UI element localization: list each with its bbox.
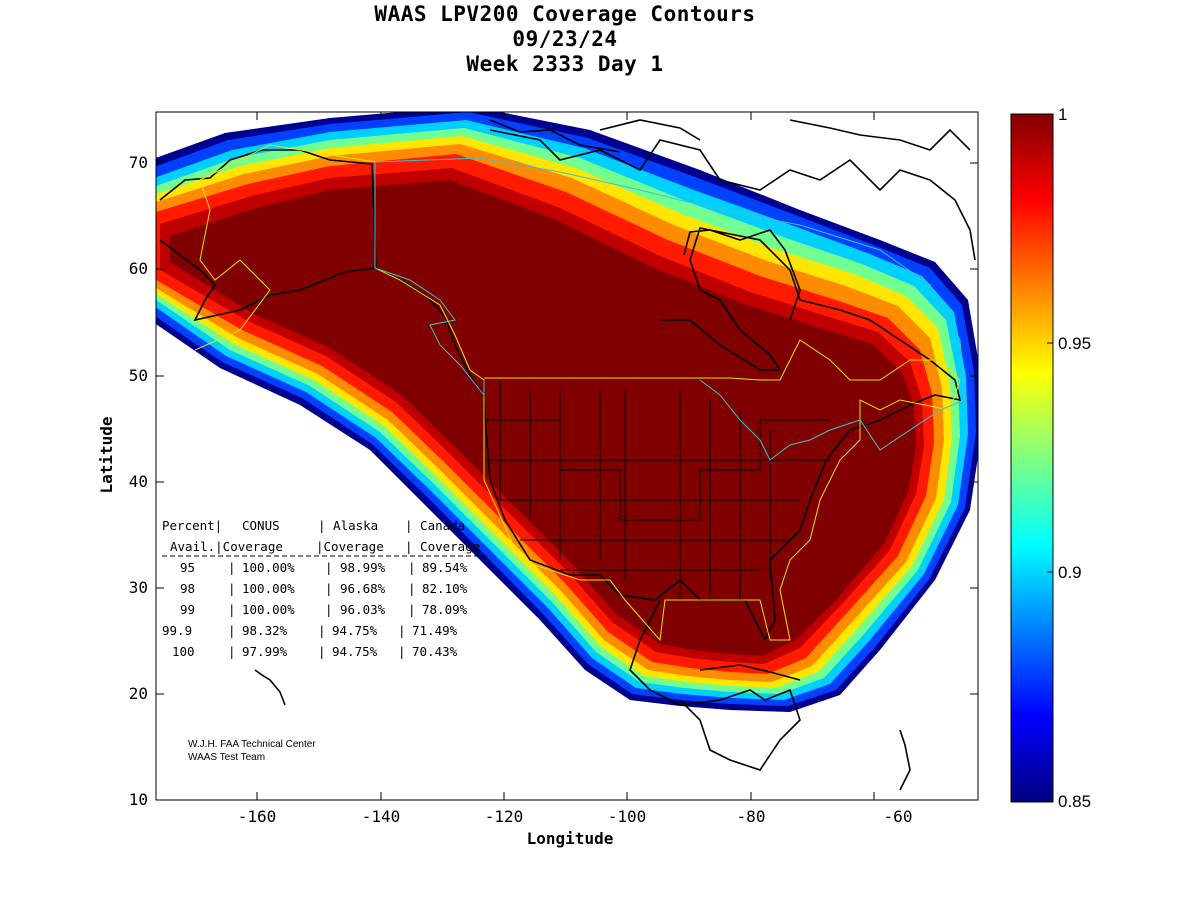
coverage-stats-table: Percent| CONUS | Alaska | Canada Avail.|… (162, 518, 490, 659)
table-cell-sep: | (228, 560, 236, 575)
coastlines (159, 119, 976, 791)
table-cell-alaska: 94.75% (332, 623, 378, 638)
credit-line-1: W.J.H. FAA Technical Center (188, 739, 316, 750)
table-cell-conus: 97.99% (242, 644, 288, 659)
colorbar-tick-label: 0.9 (1058, 563, 1082, 582)
table-cell-conus: 98.32% (242, 623, 288, 638)
colorbar-gradient (1010, 113, 1054, 803)
table-cell-sep: | (325, 560, 333, 575)
table-cell-sep: | (398, 644, 406, 659)
x-axis-label: Longitude (527, 829, 614, 848)
table-cell-sep: | (318, 644, 326, 659)
y-tick-label: 30 (129, 578, 148, 597)
y-axis: 70 60 50 40 30 20 10 Latitude (97, 153, 978, 809)
x-tick-label: -140 (362, 807, 401, 826)
table-subheader-conus: Avail.|Coverage (170, 539, 283, 554)
table-header-conus: CONUS (242, 518, 280, 533)
table-cell-pct: 95 (180, 560, 195, 575)
table-subheader-alaska: |Coverage (316, 539, 384, 554)
y-tick-label: 50 (129, 366, 148, 385)
table-cell-canada: 71.49% (412, 623, 458, 638)
table-cell-sep: | (228, 602, 236, 617)
contour-band-max (170, 180, 916, 656)
x-tick-label: -120 (485, 807, 524, 826)
x-axis: -160 -140 -120 -100 -80 -60 Longitude (238, 112, 913, 848)
colorbar-tick-label: 1 (1058, 105, 1067, 124)
state-borders (486, 380, 830, 600)
table-cell-pct: 98 (180, 581, 195, 596)
colorbar: 1 0.95 0.9 0.85 (1010, 105, 1091, 811)
table-subheader-canada: | Coverage (405, 539, 480, 554)
table-cell-alaska: 94.75% (332, 644, 378, 659)
y-axis-label: Latitude (97, 416, 116, 493)
table-cell-pct: 99.9 (162, 623, 192, 638)
table-cell-sep: | (228, 581, 236, 596)
colorbar-tick-label: 0.95 (1058, 334, 1091, 353)
credit-line-2: WAAS Test Team (188, 752, 265, 763)
table-cell-pct: 99 (180, 602, 195, 617)
table-cell-conus: 100.00% (242, 602, 295, 617)
y-tick-label: 20 (129, 684, 148, 703)
coverage-map (156, 112, 978, 800)
title-line-3: Week 2333 Day 1 (466, 52, 664, 76)
table-cell-canada: 70.43% (412, 644, 458, 659)
table-cell-canada: 78.09% (422, 602, 468, 617)
table-cell-sep: | (325, 581, 333, 596)
table-cell-alaska: 98.99% (340, 560, 386, 575)
table-cell-pct: 100 (172, 644, 195, 659)
table-cell-alaska: 96.68% (340, 581, 386, 596)
plot-frame (155, 111, 979, 801)
title-line-1: WAAS LPV200 Coverage Contours (374, 2, 756, 26)
y-tick-label: 60 (129, 259, 148, 278)
table-cell-conus: 100.00% (242, 581, 295, 596)
table-cell-sep: | (408, 581, 416, 596)
x-tick-label: -160 (238, 807, 277, 826)
table-cell-canada: 89.54% (422, 560, 468, 575)
table-cell-sep: | (325, 602, 333, 617)
y-tick-label: 70 (129, 153, 148, 172)
table-header-percent: Percent| (162, 518, 222, 533)
table-cell-conus: 100.00% (242, 560, 295, 575)
table-cell-sep: | (228, 644, 236, 659)
table-header-alaska: | Alaska (318, 518, 378, 533)
y-tick-label: 10 (129, 790, 148, 809)
table-cell-sep: | (408, 560, 416, 575)
table-cell-sep: | (408, 602, 416, 617)
table-cell-sep: | (318, 623, 326, 638)
y-tick-label: 40 (129, 472, 148, 491)
table-cell-alaska: 96.03% (340, 602, 386, 617)
x-tick-label: -100 (608, 807, 647, 826)
x-tick-label: -60 (884, 807, 913, 826)
region-outlines (194, 144, 966, 642)
table-header-canada: | Canada (405, 518, 465, 533)
x-tick-label: -80 (737, 807, 766, 826)
colorbar-tick-label: 0.85 (1058, 792, 1091, 811)
table-cell-canada: 82.10% (422, 581, 468, 596)
table-cell-sep: | (398, 623, 406, 638)
table-cell-sep: | (228, 623, 236, 638)
title-line-2: 09/23/24 (512, 27, 618, 51)
